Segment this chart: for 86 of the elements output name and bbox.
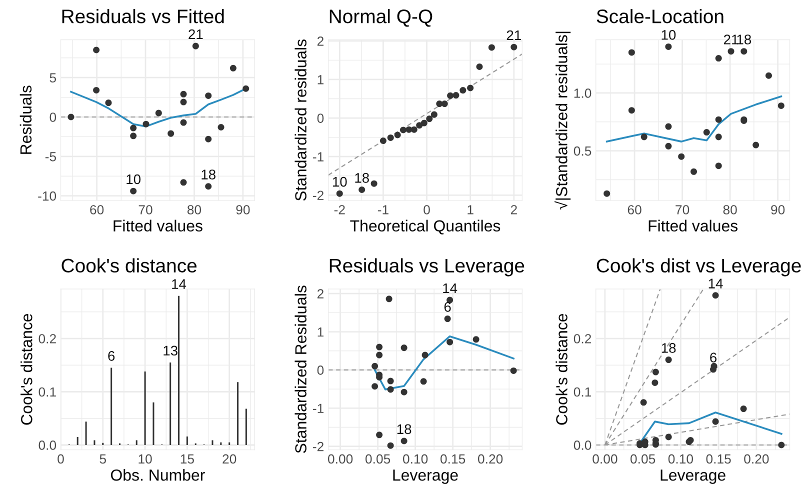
y-tick-label: 2 [317, 36, 324, 46]
x-tick-label: 70 [138, 205, 152, 214]
y-axis-title: Standardized residuals [294, 39, 306, 201]
x-tick-label: 0.00 [592, 454, 618, 464]
annotation: 18 [202, 170, 216, 180]
annotation: 21 [188, 29, 203, 40]
chart-title: Normal Q-Q [330, 9, 432, 27]
x-tick-label: 0 [58, 454, 64, 464]
y-tick-label: 0.2 [574, 334, 592, 344]
x-tick-label: -2 [334, 205, 345, 214]
annotation: 14 [443, 283, 458, 294]
x-tick-label: 60 [90, 205, 104, 214]
y-tick-label: 0.1 [574, 387, 592, 397]
x-tick-label: 0.05 [365, 454, 390, 464]
x-tick-label: 80 [187, 205, 202, 214]
x-tick-label: 70 [676, 205, 690, 214]
annotation: 18 [397, 424, 412, 434]
annotation: 21 [724, 34, 738, 44]
annotation: 14 [708, 278, 723, 288]
x-axis-title: Theoretical Quantiles [350, 220, 500, 234]
y-axis-title: √|Standardized residuals| [554, 32, 571, 210]
y-tick-label: 0.0 [38, 440, 56, 450]
x-tick-label: 0.00 [328, 454, 353, 464]
annotation: 10 [126, 174, 141, 184]
chart-title: Cook's dist vs Leverage [596, 258, 801, 276]
x-tick-label: 90 [236, 205, 250, 214]
y-tick-label: -10 [38, 191, 56, 201]
y-tick-label: 0.0 [574, 440, 592, 450]
x-tick-label: 0.20 [478, 454, 503, 464]
x-tick-label: 0.05 [630, 454, 656, 464]
x-axis-title: Obs. Number [110, 469, 205, 481]
chart-title: Cook's distance [62, 258, 197, 273]
x-axis-title: Fitted values [648, 220, 738, 232]
y-tick-label: 0 [50, 112, 56, 122]
y-tick-label: 0.2 [38, 334, 56, 344]
y-tick-label: 2 [317, 289, 324, 298]
x-tick-label: 5 [100, 454, 106, 464]
y-tick-label: 0 [317, 366, 324, 375]
y-axis-title: Standardized Residuals [294, 286, 306, 454]
x-tick-label: 90 [771, 205, 785, 214]
y-tick-label: 1.0 [574, 88, 592, 98]
annotation: 6 [444, 302, 451, 312]
annotation: 6 [710, 352, 717, 362]
x-tick-label: 10 [138, 454, 152, 464]
y-tick-label: 1 [318, 327, 324, 337]
annotation: 18 [662, 343, 676, 353]
x-tick-label: 0.15 [706, 454, 731, 464]
annotation: 10 [332, 176, 347, 187]
x-tick-label: 15 [180, 454, 194, 464]
y-tick-label: 0 [317, 114, 324, 123]
x-tick-label: 0 [424, 205, 430, 214]
x-tick-label: 20 [222, 454, 236, 464]
annotation: 6 [108, 351, 115, 361]
y-axis-title: Residuals [20, 86, 32, 154]
y-axis-title: Cook's distance [556, 314, 568, 425]
y-tick-label: 0.1 [38, 387, 56, 397]
x-tick-label: 0.10 [668, 454, 694, 464]
y-tick-label: -1 [312, 404, 324, 413]
chart-title: Residuals vs Leverage [330, 258, 524, 276]
x-axis-title: Fitted values [114, 220, 202, 232]
y-tick-label: 5 [50, 73, 56, 83]
annotation: 18 [737, 34, 752, 44]
annotation: 13 [164, 346, 178, 356]
y-tick-label: -2 [312, 442, 324, 452]
annotation: 10 [662, 30, 676, 40]
x-axis-title: Leverage [393, 470, 458, 484]
annotation: 14 [172, 279, 186, 289]
annotation: 18 [355, 173, 369, 183]
x-tick-label: -1 [378, 205, 388, 214]
y-tick-label: 1 [318, 75, 324, 84]
y-axis-title: Cook's distance [20, 314, 32, 425]
x-tick-label: 1 [468, 205, 474, 214]
y-tick-label: -1 [312, 152, 324, 162]
y-tick-label: -2 [312, 190, 324, 200]
x-tick-label: 0.10 [402, 454, 428, 464]
x-tick-label: 0.15 [440, 454, 466, 464]
x-tick-label: 2 [510, 205, 517, 214]
y-tick-label: 0.5 [574, 146, 592, 156]
chart-title: Residuals vs Fitted [62, 9, 224, 24]
y-tick-label: -5 [45, 152, 56, 162]
x-tick-label: 0.20 [744, 454, 769, 464]
annotation: 21 [506, 30, 521, 40]
x-axis-title: Leverage [660, 470, 726, 484]
x-tick-label: 80 [723, 205, 737, 214]
x-tick-label: 60 [628, 205, 642, 214]
chart-title: Scale-Location [596, 9, 724, 24]
